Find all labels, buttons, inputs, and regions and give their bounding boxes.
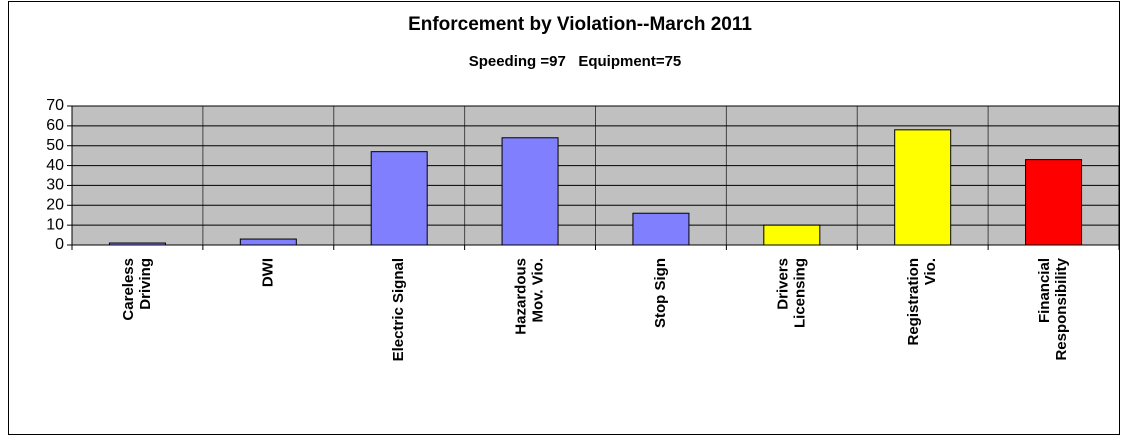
bar bbox=[370, 151, 428, 246]
x-tick-label: Mov. Vio. bbox=[530, 258, 547, 322]
bar bbox=[108, 242, 166, 246]
chart-subtitle: Speeding =97 Equipment=75 bbox=[469, 53, 682, 70]
x-tick-label-group: Financial Responsibility bbox=[1036, 257, 1070, 360]
x-tick-label-group: Registration Vio. bbox=[905, 258, 939, 346]
x-tick-label: Licensing bbox=[791, 258, 808, 328]
y-tick-label: 20 bbox=[46, 197, 64, 214]
bar bbox=[894, 129, 952, 246]
chart-title: Enforcement by Violation--March 2011 bbox=[408, 14, 752, 35]
y-tick-label: 50 bbox=[46, 137, 64, 154]
bar bbox=[632, 212, 690, 246]
x-tick-label: Drivers bbox=[774, 258, 791, 310]
y-tick-label: 60 bbox=[46, 117, 64, 134]
x-tick-label-group: Drivers Licensing bbox=[774, 258, 808, 328]
bar bbox=[239, 238, 297, 246]
x-tick-label: Financial bbox=[1036, 258, 1053, 323]
y-tick-label: 30 bbox=[46, 177, 64, 194]
bar bbox=[1025, 159, 1083, 246]
x-tick-label: Registration bbox=[905, 258, 922, 346]
x-tick-label: DWI bbox=[259, 258, 276, 287]
bar bbox=[501, 137, 559, 246]
x-tick-label: Electric Signal bbox=[390, 258, 407, 361]
x-tick-label-group: Electric Signal bbox=[390, 258, 407, 361]
x-tick-label: Vio. bbox=[922, 258, 939, 285]
x-tick-label: Responsibility bbox=[1053, 257, 1070, 360]
x-tick-label-group: Careless Driving bbox=[120, 258, 154, 321]
y-tick-label: 70 bbox=[46, 97, 64, 114]
x-tick-label: Stop Sign bbox=[652, 258, 669, 328]
x-tick-label: Hazardous bbox=[513, 258, 530, 335]
x-tick-label: Careless bbox=[120, 258, 137, 321]
x-tick-label-group: Hazardous Mov. Vio. bbox=[513, 258, 547, 335]
y-tick-label: 0 bbox=[55, 236, 64, 253]
y-tick-label: 10 bbox=[46, 216, 64, 233]
y-tick-label: 40 bbox=[46, 157, 64, 174]
x-tick-label: Driving bbox=[137, 258, 154, 310]
x-tick-label-group: DWI bbox=[259, 258, 276, 287]
bar bbox=[763, 224, 821, 246]
x-tick-label-group: Stop Sign bbox=[652, 258, 669, 328]
